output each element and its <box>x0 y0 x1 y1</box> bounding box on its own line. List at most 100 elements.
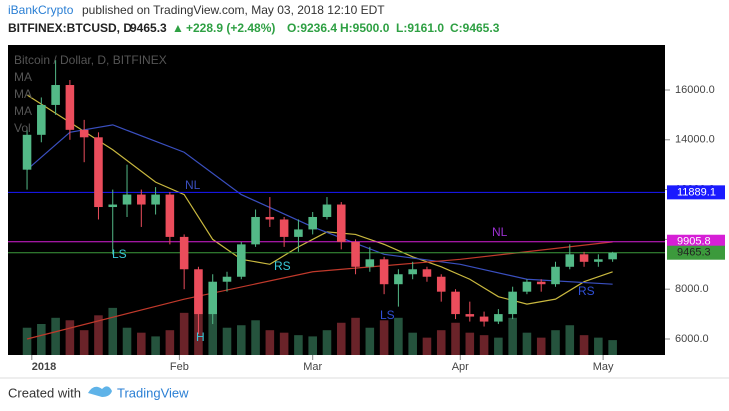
candle-body <box>351 241 360 267</box>
x-tick-label: Apr <box>452 361 469 373</box>
level-tag <box>667 185 725 200</box>
volume-bar <box>379 320 389 355</box>
volume-bar <box>322 330 332 355</box>
symbol: BITFINEX:BTCUSD, D <box>8 21 132 35</box>
volume-bar <box>551 330 560 355</box>
candle-body <box>422 269 432 277</box>
candle-body <box>308 216 317 230</box>
annotation: RS <box>274 259 291 273</box>
volume-bar <box>151 336 160 355</box>
volume-bar <box>65 320 75 355</box>
tv-logo[interactable] <box>88 386 112 397</box>
volume-bar <box>179 312 189 355</box>
volume-bar <box>594 337 603 355</box>
x-tick-label: May <box>593 361 614 373</box>
candle-body <box>408 269 417 275</box>
arrow: ▲ <box>172 21 184 35</box>
volume-bar <box>137 332 146 355</box>
annotation: NL <box>492 225 508 239</box>
candle-body <box>122 194 132 205</box>
author[interactable]: iBankCrypto <box>8 3 74 17</box>
volume-bar <box>436 330 446 355</box>
candle-body <box>22 134 32 170</box>
volume-bar <box>536 337 546 355</box>
annotation: LS <box>112 247 127 261</box>
y-tick-label: 16000.0 <box>675 84 715 96</box>
candle-body <box>522 281 532 292</box>
volume-bar <box>122 327 132 355</box>
legend-item: MA <box>14 70 32 84</box>
candle-body <box>579 254 589 262</box>
candle-body <box>565 254 575 267</box>
volume-bar <box>51 317 60 355</box>
candle-body <box>336 204 346 242</box>
candle-body <box>294 229 303 237</box>
candle-body <box>165 194 175 237</box>
annotation: RS <box>578 284 595 298</box>
volume-bar <box>308 336 317 355</box>
candle-body <box>65 85 75 130</box>
candle-body <box>108 204 118 208</box>
volume-bar <box>265 330 275 355</box>
published: published on TradingView.com, May 03, 20… <box>82 3 385 17</box>
candle-body <box>451 291 460 315</box>
candle-body <box>279 219 289 237</box>
volume-bar <box>451 322 460 355</box>
moving-average <box>26 241 613 340</box>
open: O:9236.4 <box>287 21 337 35</box>
volume-bar <box>608 340 617 355</box>
volume-bar <box>251 320 260 355</box>
volume-bar <box>422 337 432 355</box>
last-price: 9465.3 <box>130 21 167 35</box>
y-tick-label: 14000.0 <box>675 134 715 146</box>
volume-bar <box>408 332 417 355</box>
low: L:9161.0 <box>396 21 444 35</box>
candle-body <box>394 274 403 285</box>
annotation: LS <box>380 308 395 322</box>
level-label: 11889.1 <box>677 186 716 198</box>
candle-body <box>94 137 103 208</box>
close: C:9465.3 <box>450 21 500 35</box>
volume-bar <box>336 322 346 355</box>
volume-bar <box>279 332 289 355</box>
candle-body <box>365 259 375 267</box>
volume-bar <box>579 335 589 355</box>
candle-body <box>265 216 275 220</box>
candle-body <box>179 236 189 270</box>
volume-bar <box>479 335 489 355</box>
level-label: 9465.3 <box>677 247 711 259</box>
legend-title: Bitcoin / Dollar, D, BITFINEX <box>14 53 167 67</box>
plot <box>8 60 665 355</box>
annotation: NL <box>185 178 201 192</box>
volume-bar <box>365 327 375 355</box>
level-tag <box>667 245 725 260</box>
candle-body <box>594 259 603 262</box>
volume-bar <box>394 317 403 355</box>
legend-item: MA <box>14 104 32 118</box>
volume-bar <box>465 332 475 355</box>
volume-bar <box>108 307 118 355</box>
volume-bar <box>236 325 246 355</box>
y-tick-label: 6000.0 <box>675 333 709 345</box>
legend-item: Vol <box>14 121 31 135</box>
candle-body <box>194 269 203 315</box>
x-tick-label: 2018 <box>32 361 56 373</box>
candle-body <box>608 252 617 260</box>
footer-brand[interactable]: TradingView <box>117 385 189 400</box>
volume-bar <box>351 317 360 355</box>
volume-bar <box>294 335 303 355</box>
candle-body <box>322 204 332 217</box>
candle-body <box>37 104 46 135</box>
x-tick-label: Mar <box>303 361 322 373</box>
y-tick-label: 8000.0 <box>675 283 709 295</box>
volume-bar <box>208 310 218 355</box>
candle-body <box>494 314 503 322</box>
candle-body <box>379 259 389 285</box>
candle-body <box>551 266 560 285</box>
candle-body <box>536 281 546 285</box>
candle-body <box>465 314 475 317</box>
change: +228.9 (+2.48%) <box>186 21 275 35</box>
candle-body <box>236 244 246 277</box>
annotation: H <box>196 330 205 344</box>
